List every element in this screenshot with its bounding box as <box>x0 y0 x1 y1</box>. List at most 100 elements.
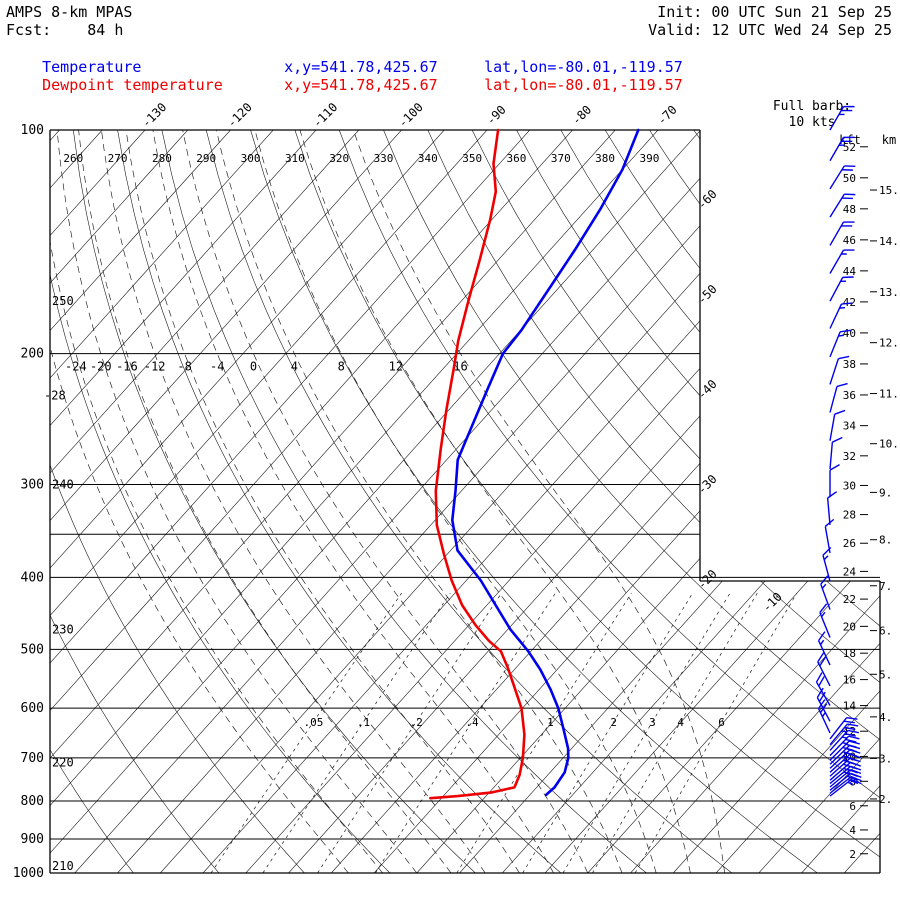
svg-text:500: 500 <box>21 642 44 657</box>
svg-text:230: 230 <box>52 622 74 636</box>
svg-text:220: 220 <box>52 755 74 769</box>
svg-text:240: 240 <box>52 478 74 492</box>
svg-text:7.: 7. <box>879 580 892 593</box>
model-title: AMPS 8-km MPAS <box>6 3 133 21</box>
svg-text:.1: .1 <box>357 716 370 729</box>
svg-text:-24: -24 <box>65 360 87 374</box>
svg-text:310: 310 <box>285 152 305 165</box>
svg-text:350: 350 <box>462 152 482 165</box>
svg-text:12: 12 <box>389 360 403 374</box>
svg-text:18: 18 <box>843 647 856 660</box>
svg-text:13.: 13. <box>879 286 899 299</box>
svg-text:360: 360 <box>507 152 527 165</box>
svg-text:-100: -100 <box>396 100 426 130</box>
svg-text:200: 200 <box>21 347 44 362</box>
svg-text:14: 14 <box>843 700 857 713</box>
temperature-legend-label: Temperature <box>42 58 142 76</box>
svg-text:8.: 8. <box>879 534 892 547</box>
svg-text:210: 210 <box>52 859 74 873</box>
svg-text:14.: 14. <box>879 235 899 248</box>
svg-text:8: 8 <box>338 360 345 374</box>
svg-text:-90: -90 <box>484 103 509 128</box>
svg-text:.05: .05 <box>303 716 323 729</box>
dewpoint-curve <box>428 128 526 800</box>
svg-text:-20: -20 <box>90 360 112 374</box>
svg-text:-4: -4 <box>210 360 224 374</box>
svg-text:280: 280 <box>152 152 172 165</box>
svg-text:-70: -70 <box>655 103 680 128</box>
svg-text:340: 340 <box>418 152 438 165</box>
svg-text:0: 0 <box>250 360 257 374</box>
svg-text:52: 52 <box>843 141 856 154</box>
temperature-curve <box>450 128 640 797</box>
svg-text:4: 4 <box>849 824 856 837</box>
svg-text:260: 260 <box>63 152 83 165</box>
svg-text:46: 46 <box>843 234 856 247</box>
temperature-legend-latlon: lat,lon=-80.01,-119.57 <box>484 58 683 76</box>
svg-text:-28: -28 <box>44 388 66 402</box>
svg-text:-110: -110 <box>310 100 340 130</box>
temperature-legend-xy: x,y=541.78,425.67 <box>284 58 438 76</box>
svg-text:6: 6 <box>849 800 856 813</box>
svg-text:26: 26 <box>843 537 856 550</box>
init-time: Init: 00 UTC Sun 21 Sep 25 <box>657 3 892 21</box>
svg-text:250: 250 <box>52 294 74 308</box>
svg-text:Full barb:: Full barb: <box>773 99 851 114</box>
svg-text:16: 16 <box>843 674 856 687</box>
svg-text:44: 44 <box>843 265 857 278</box>
svg-text:-30: -30 <box>695 472 720 497</box>
svg-text:12.: 12. <box>879 337 899 350</box>
svg-text:km: km <box>882 133 896 147</box>
svg-text:800: 800 <box>21 794 44 809</box>
svg-text:50: 50 <box>843 172 856 185</box>
svg-text:5.: 5. <box>879 668 892 681</box>
svg-text:4.: 4. <box>879 711 892 724</box>
svg-text:32: 32 <box>843 450 856 463</box>
svg-text:380: 380 <box>595 152 615 165</box>
svg-text:-12: -12 <box>144 360 166 374</box>
svg-text:100: 100 <box>21 123 44 138</box>
svg-text:40: 40 <box>843 327 856 340</box>
svg-text:10.: 10. <box>879 438 899 451</box>
svg-text:28: 28 <box>843 509 856 522</box>
svg-text:.2: .2 <box>410 716 423 729</box>
dewpoint-legend-latlon: lat,lon=-80.01,-119.57 <box>484 76 683 94</box>
svg-text:30: 30 <box>843 479 856 492</box>
svg-text:kft: kft <box>839 133 861 147</box>
svg-text:24: 24 <box>843 565 857 578</box>
svg-text:2: 2 <box>610 716 617 729</box>
temperature-legend-row: Temperature x,y=541.78,425.67 lat,lon=-80.… <box>6 40 683 94</box>
svg-text:2.: 2. <box>879 793 892 806</box>
svg-text:4: 4 <box>677 716 684 729</box>
svg-text:700: 700 <box>21 751 44 766</box>
valid-time: Valid: 12 UTC Wed 24 Sep 25 <box>648 21 892 39</box>
svg-text:22: 22 <box>843 593 856 606</box>
svg-text:.4: .4 <box>465 716 479 729</box>
svg-text:290: 290 <box>196 152 216 165</box>
svg-text:38: 38 <box>843 358 856 371</box>
svg-text:320: 320 <box>329 152 349 165</box>
svg-text:34: 34 <box>843 420 857 433</box>
svg-text:48: 48 <box>843 203 856 216</box>
svg-text:-120: -120 <box>225 100 255 130</box>
svg-text:3: 3 <box>649 716 656 729</box>
svg-text:15.: 15. <box>879 184 899 197</box>
svg-text:-50: -50 <box>695 282 720 307</box>
svg-text:600: 600 <box>21 701 44 716</box>
svg-text:2: 2 <box>849 848 856 861</box>
svg-text:-60: -60 <box>695 187 720 212</box>
dewpoint-legend-label: Dewpoint temperature <box>42 76 223 94</box>
svg-text:370: 370 <box>551 152 571 165</box>
svg-text:10 kts: 10 kts <box>789 115 836 130</box>
svg-text:-8: -8 <box>177 360 191 374</box>
svg-text:1: 1 <box>547 716 554 729</box>
svg-text:4: 4 <box>291 360 298 374</box>
svg-text:6: 6 <box>718 716 725 729</box>
svg-text:3.: 3. <box>879 752 892 765</box>
svg-text:11.: 11. <box>879 388 899 401</box>
svg-text:6.: 6. <box>879 625 892 638</box>
svg-text:270: 270 <box>108 152 128 165</box>
svg-text:1000: 1000 <box>13 866 44 881</box>
